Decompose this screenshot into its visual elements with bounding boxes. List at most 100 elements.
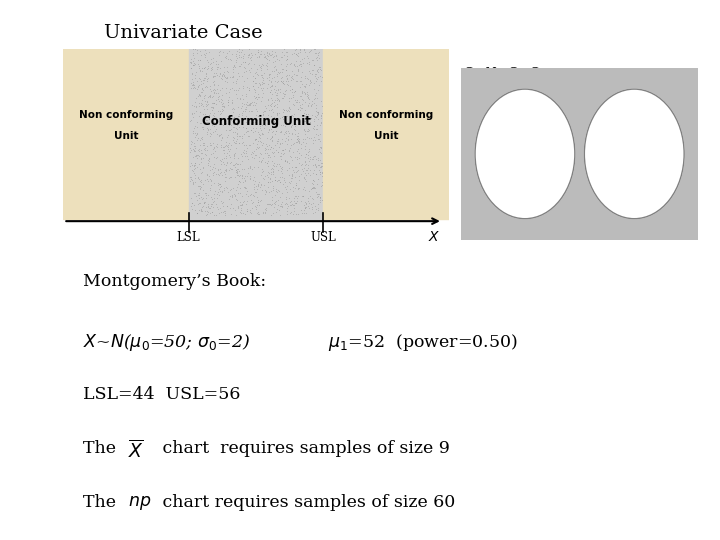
Point [220, 51, 232, 60]
Point [253, 48, 264, 56]
Point [256, 97, 267, 105]
Point [299, 174, 310, 183]
Point [271, 96, 283, 104]
Point [286, 88, 297, 97]
Point [253, 163, 264, 172]
Text: Unit: Unit [374, 131, 398, 141]
Point [188, 54, 199, 63]
Point [263, 141, 274, 150]
Point [251, 70, 263, 78]
Point [307, 184, 319, 193]
Point [309, 160, 320, 168]
Point [194, 189, 205, 198]
Point [281, 60, 292, 69]
Point [252, 196, 264, 205]
Point [286, 110, 297, 119]
Point [192, 136, 203, 144]
Point [275, 167, 287, 176]
Point [290, 163, 302, 172]
Point [190, 102, 202, 111]
Point [196, 84, 207, 93]
Point [315, 194, 326, 202]
Point [195, 51, 207, 59]
Point [217, 120, 229, 129]
Point [202, 208, 213, 217]
Point [202, 65, 213, 73]
Point [244, 100, 256, 109]
Point [254, 116, 266, 124]
Point [215, 203, 226, 212]
Point [198, 92, 210, 100]
Point [208, 122, 220, 131]
Point [270, 187, 282, 195]
Point [202, 93, 214, 102]
Point [300, 126, 311, 135]
Point [269, 176, 281, 184]
Point [268, 113, 279, 122]
Point [292, 134, 303, 143]
Point [194, 182, 205, 191]
Point [264, 175, 276, 184]
Point [223, 118, 235, 126]
Point [247, 199, 258, 207]
Point [247, 138, 258, 147]
Point [289, 139, 300, 147]
Point [188, 201, 199, 210]
Point [240, 99, 252, 108]
Point [248, 146, 260, 155]
Point [253, 198, 264, 206]
Point [220, 152, 232, 160]
Point [211, 65, 222, 73]
Point [193, 145, 204, 153]
Point [315, 144, 327, 152]
Point [315, 170, 326, 178]
Point [204, 131, 216, 140]
Point [269, 122, 280, 131]
Point [310, 170, 322, 178]
Point [256, 80, 267, 89]
Point [312, 154, 324, 163]
Point [267, 167, 279, 176]
Point [231, 134, 243, 143]
Point [187, 145, 199, 153]
Point [230, 50, 242, 58]
Point [199, 206, 211, 215]
Point [258, 116, 269, 124]
Point [202, 202, 213, 211]
Point [269, 62, 281, 71]
Point [295, 144, 307, 152]
Point [197, 122, 209, 131]
Point [186, 167, 198, 176]
Point [211, 170, 222, 178]
Point [310, 205, 322, 213]
Point [302, 153, 314, 162]
Point [302, 168, 313, 177]
Point [231, 94, 243, 103]
Point [284, 82, 296, 91]
Point [307, 66, 319, 75]
Point [216, 70, 228, 79]
Point [300, 109, 312, 118]
Point [195, 99, 207, 107]
Point [316, 178, 328, 187]
Point [312, 72, 323, 81]
Point [276, 65, 288, 73]
Point [312, 204, 324, 213]
Point [263, 51, 274, 60]
Point [200, 100, 212, 109]
Point [292, 98, 303, 107]
Point [308, 184, 320, 192]
Point [186, 137, 197, 145]
Point [308, 166, 320, 174]
Point [243, 131, 255, 140]
Point [198, 76, 210, 85]
Point [305, 78, 316, 87]
Point [219, 208, 230, 217]
Point [258, 124, 270, 132]
Point [307, 155, 318, 164]
Point [277, 89, 289, 98]
Point [226, 96, 238, 105]
Point [248, 191, 259, 200]
Point [237, 178, 248, 186]
Point [271, 110, 283, 118]
